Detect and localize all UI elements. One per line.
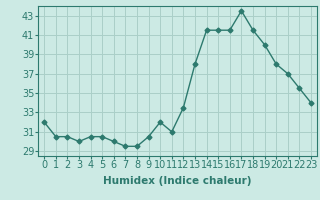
X-axis label: Humidex (Indice chaleur): Humidex (Indice chaleur) <box>103 176 252 186</box>
